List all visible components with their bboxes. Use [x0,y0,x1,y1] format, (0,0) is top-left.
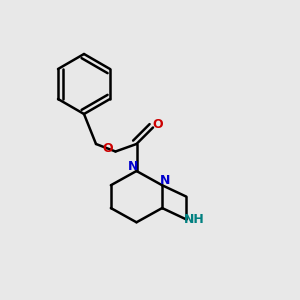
Text: N: N [160,174,170,187]
Text: O: O [152,118,163,131]
Text: NH: NH [184,213,204,226]
Text: O: O [103,142,113,155]
Text: N: N [128,160,139,173]
